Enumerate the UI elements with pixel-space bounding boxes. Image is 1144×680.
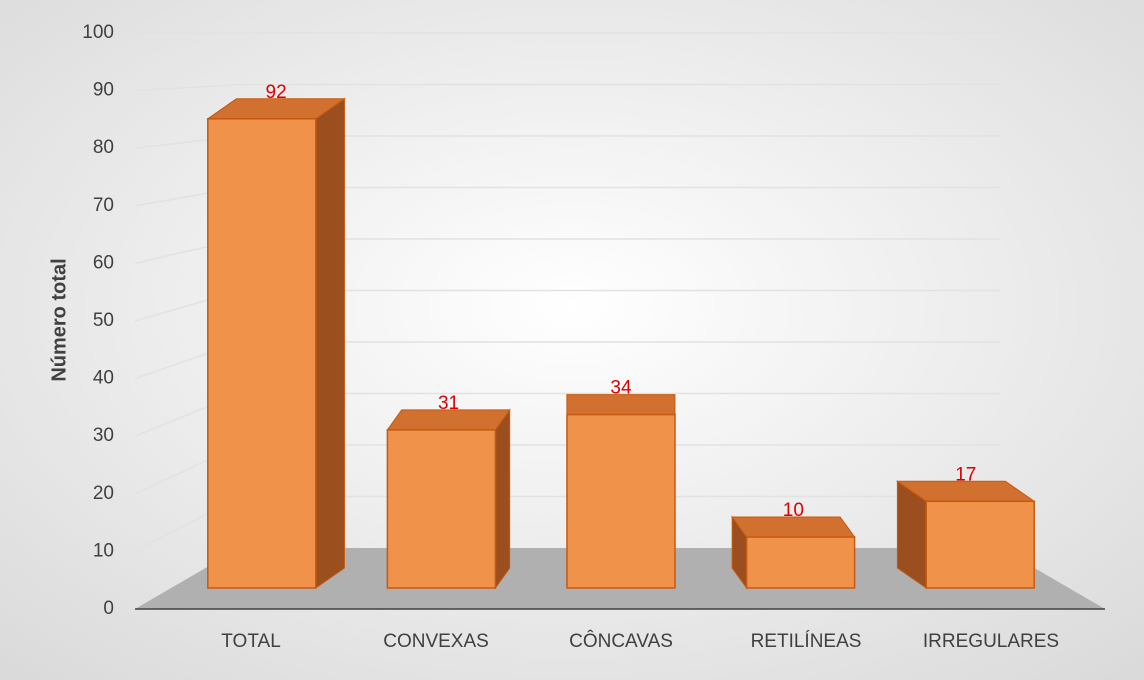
y-tick-label: 20 (93, 483, 114, 504)
y-tick-label: 10 (93, 540, 114, 561)
data-label: 31 (438, 393, 459, 414)
y-tick-label: 40 (93, 368, 114, 389)
y-tick-label: 90 (93, 80, 114, 101)
y-tick-label: 70 (93, 195, 114, 216)
y-tick-label: 0 (103, 598, 114, 619)
y-axis-title: Número total (48, 258, 70, 381)
bar-side (494, 408, 511, 590)
bar (207, 118, 317, 589)
bar-side (315, 97, 345, 589)
data-label: 92 (266, 82, 287, 103)
bar (566, 413, 676, 589)
y-tick-label: 50 (93, 310, 114, 331)
x-tick-label: CONVEXAS (383, 631, 489, 652)
y-tick-label: 30 (93, 425, 114, 446)
bar (745, 536, 856, 589)
x-tick-label: RETILÍNEAS (751, 631, 862, 652)
y-tick-label: 80 (93, 137, 114, 158)
y-tick-label: 60 (93, 252, 114, 273)
y-tick-label: 100 (82, 22, 114, 43)
data-label: 10 (783, 500, 804, 521)
x-tick-label: TOTAL (221, 631, 280, 652)
data-label: 17 (955, 464, 976, 485)
grid-line (134, 83, 1000, 92)
bar (386, 429, 497, 589)
x-tick-label: CÔNCAVAS (569, 630, 673, 652)
data-label: 34 (610, 378, 632, 399)
bar (925, 500, 1035, 589)
x-tick-label: IRREGULARES (923, 631, 1059, 652)
